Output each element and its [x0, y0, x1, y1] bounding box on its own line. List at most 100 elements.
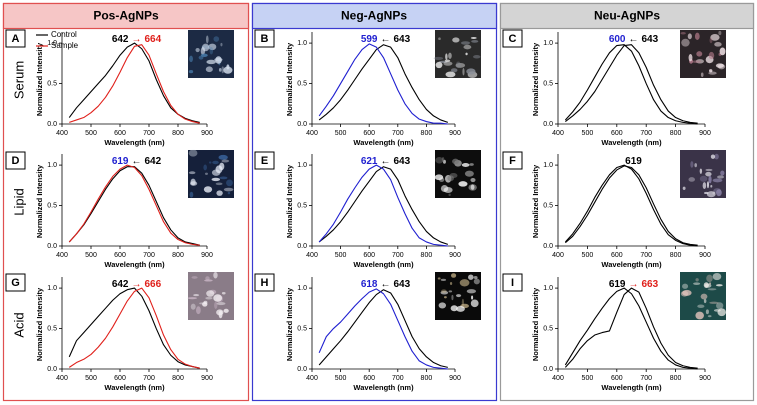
panel-letter: B: [261, 33, 269, 45]
thumbnail-spot: [198, 55, 204, 60]
x-tick-label: 600: [611, 375, 623, 382]
annotation-part: 643: [642, 34, 659, 45]
thumbnail-spot: [205, 296, 213, 300]
thumbnail-spot: [710, 33, 720, 41]
y-axis-label: Normalized Intensity: [35, 287, 44, 361]
thumbnail-spot: [206, 59, 216, 65]
thumbnail-spot: [445, 53, 448, 61]
y-tick-label: 0.0: [543, 366, 553, 373]
x-tick-label: 800: [670, 375, 682, 382]
x-tick-label: 700: [143, 375, 155, 382]
x-tick-label: 700: [143, 130, 155, 137]
x-tick-label: 800: [172, 375, 184, 382]
thumbnail-spot: [680, 31, 686, 35]
thumbnail-spot: [452, 37, 460, 43]
thumbnail-spot: [700, 293, 708, 300]
spectrum-line: [564, 44, 698, 125]
thumbnail-spot: [713, 309, 721, 312]
thumbnail-spot: [705, 309, 709, 315]
y-axis-label: Normalized Intensity: [285, 164, 294, 238]
thumbnail-spot: [434, 174, 444, 181]
y-tick-label: 1.0: [297, 40, 307, 47]
x-tick-label: 900: [449, 252, 461, 259]
y-tick-label: 0.5: [543, 202, 553, 209]
spectrum-line: [318, 164, 448, 247]
peak-annotation: 621 ← 643: [361, 156, 411, 167]
thumbnail-spot: [462, 68, 465, 76]
y-tick-label: 0.0: [543, 243, 553, 250]
thumbnail-spot: [450, 273, 457, 278]
panel-letter-box: [5, 151, 26, 170]
column-title: Pos-AgNPs: [93, 9, 159, 23]
thumbnail-spot: [221, 66, 225, 74]
thumbnail-spot: [203, 186, 213, 193]
annotation-part: 642: [112, 34, 129, 45]
thumbnail-spot: [707, 288, 717, 291]
y-tick-label: 0.5: [543, 80, 553, 87]
annotation-part: 619: [112, 156, 129, 167]
thumbnail-spot: [223, 187, 234, 192]
thumbnail-spot: [717, 175, 725, 179]
thumbnail-spot: [715, 284, 723, 287]
thumbnail-spot: [435, 156, 444, 164]
thumbnail-spot: [468, 274, 474, 280]
x-tick-label: 900: [201, 375, 213, 382]
thumbnail-spot: [213, 36, 220, 42]
thumbnail-spot: [204, 172, 208, 175]
thumbnail-spot: [212, 160, 219, 165]
thumbnail-spot: [690, 161, 694, 168]
thumbnail: [433, 30, 481, 78]
x-tick-label: 700: [640, 252, 652, 259]
thumbnail-spot: [441, 157, 445, 162]
y-tick-label: 0.5: [47, 325, 57, 332]
thumbnail-spot: [714, 153, 719, 160]
y-tick-label: 0.5: [543, 325, 553, 332]
annotation-part: 642: [145, 156, 162, 167]
annotation-part: 666: [145, 279, 162, 290]
x-tick-label: 400: [56, 130, 68, 137]
thumbnail: [188, 149, 234, 198]
thumbnail-spot: [708, 51, 715, 60]
thumbnail-spot: [203, 300, 208, 305]
thumbnail-spot: [688, 54, 693, 62]
x-axis-label: Wavelength (nm): [601, 260, 662, 269]
peak-annotation: 600 ← 643: [609, 34, 659, 45]
x-tick-label: 900: [699, 375, 711, 382]
annotation-part: ←: [381, 279, 391, 290]
thumbnail-spot: [438, 37, 441, 41]
x-tick-label: 700: [640, 375, 652, 382]
spectrum-line: [318, 166, 449, 245]
thumbnail-spot: [473, 54, 481, 59]
thumbnail-spot: [188, 149, 198, 157]
thumbnail-spot: [699, 175, 708, 182]
thumbnail-spot: [440, 278, 447, 282]
thumbnail-spot: [458, 181, 468, 187]
annotation-part: ←: [381, 34, 391, 45]
thumbnail-spot: [455, 61, 461, 69]
thumbnail-spot: [712, 272, 722, 281]
thumbnail-spot: [716, 302, 724, 310]
thumbnail-spot: [450, 305, 458, 312]
y-tick-label: 1.0: [543, 285, 553, 292]
thumbnail-spot: [707, 315, 712, 318]
x-tick-label: 500: [85, 130, 97, 137]
spectrum-line: [564, 164, 698, 247]
y-tick-label: 0.5: [47, 202, 57, 209]
thumbnail-spot: [444, 59, 451, 62]
y-tick-label: 0.0: [297, 366, 307, 373]
thumbnail-spot: [216, 302, 226, 306]
x-axis-label: Wavelength (nm): [104, 138, 165, 147]
annotation-part: 642: [112, 279, 129, 290]
column-header: [251, 2, 498, 30]
panel-letter: G: [11, 277, 20, 289]
thumbnail-spot: [470, 36, 477, 39]
x-axis-label: Wavelength (nm): [104, 383, 165, 392]
x-tick-label: 800: [421, 252, 433, 259]
x-tick-label: 400: [552, 130, 564, 137]
peak-annotation: 619 → 663: [609, 279, 659, 290]
column-header: [499, 2, 755, 30]
thumbnail-spot: [221, 159, 230, 163]
row-title: Serum: [11, 61, 26, 99]
thumbnail-spot: [211, 177, 221, 182]
